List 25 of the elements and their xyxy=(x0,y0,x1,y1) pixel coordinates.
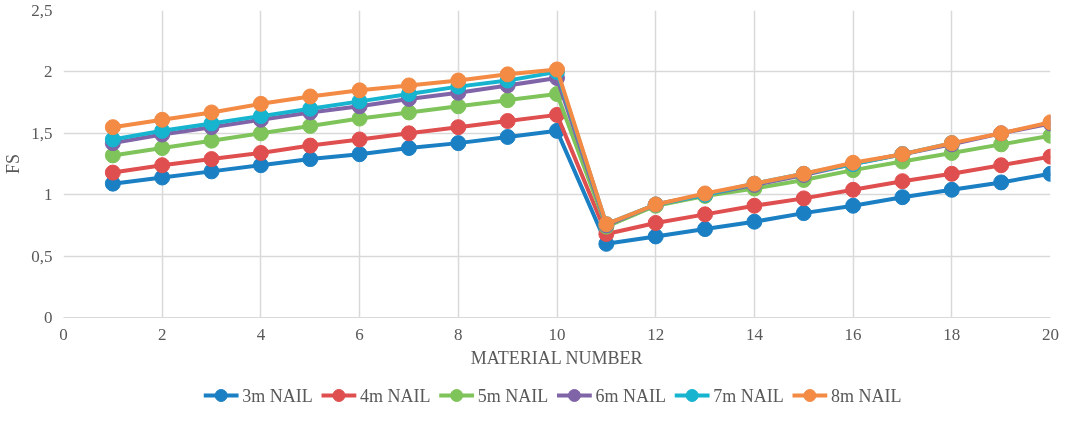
y-tick-label: 2 xyxy=(44,62,53,82)
y-tick-label: 2,5 xyxy=(31,1,53,20)
legend-label: 8m NAIL xyxy=(830,385,902,406)
x-tick-label: 10 xyxy=(548,324,566,344)
x-tick-label: 8 xyxy=(454,324,463,344)
legend-label: 3m NAIL xyxy=(242,385,313,406)
x-tick-label: 16 xyxy=(844,324,862,344)
x-tick-label: 12 xyxy=(647,324,665,344)
y-tick-label: 0 xyxy=(44,308,53,327)
x-tick-label: 4 xyxy=(256,324,266,344)
y-tick-label: 1 xyxy=(44,185,53,205)
x-tick-label: 6 xyxy=(355,324,364,344)
y-tick-label: 1,5 xyxy=(31,123,53,143)
y-axis-title: FS xyxy=(3,153,24,175)
legend-label: 5m NAIL xyxy=(477,385,549,406)
x-tick-label: 0 xyxy=(59,324,68,344)
x-tick-label: 2 xyxy=(157,324,167,344)
legend-label: 6m NAIL xyxy=(595,385,666,406)
legend-label: 4m NAIL xyxy=(359,385,431,406)
x-tick-label: 20 xyxy=(1042,324,1059,344)
x-tick-label: 14 xyxy=(745,324,764,344)
y-tick-label: 0,5 xyxy=(31,246,53,266)
x-axis-title: MATERIAL NUMBER xyxy=(470,347,643,368)
legend-label: 7m NAIL xyxy=(713,385,784,406)
x-tick-label: 18 xyxy=(943,324,961,344)
